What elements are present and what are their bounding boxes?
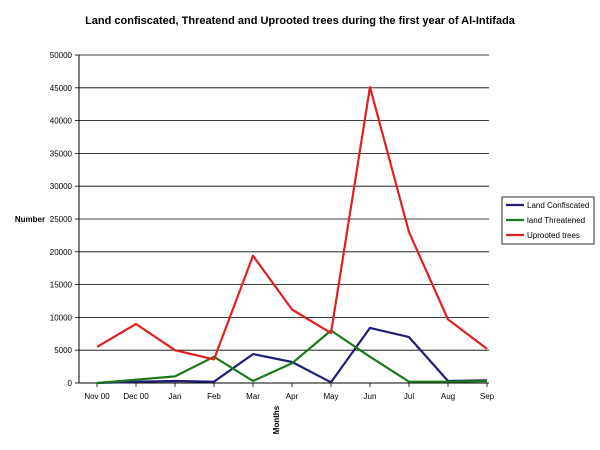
y-tick-label: 0 [68, 379, 73, 388]
x-tick-label: Nov 00 [84, 392, 110, 401]
x-tick-label: Dec 00 [123, 392, 149, 401]
y-tick-label: 25000 [50, 215, 73, 224]
y-tick-label: 5000 [54, 346, 72, 355]
y-tick-label: 20000 [50, 248, 73, 257]
x-tick-label: May [323, 392, 338, 401]
x-tick-label: Aug [441, 392, 455, 401]
x-axis-label: Months [272, 405, 281, 434]
y-tick-label: 45000 [50, 84, 73, 93]
legend-label: Uprooted trees [527, 231, 580, 240]
legend: Land Confiscated land Threatened Uprooted … [501, 196, 595, 245]
y-axis-label: Number [15, 215, 45, 224]
y-tick-label: 50000 [50, 51, 73, 60]
axes: 0 5000 10000 15000 20000 25000 30000 35000 40000… [50, 51, 495, 401]
y-tick-label: 40000 [50, 117, 73, 126]
x-tick-label: Sep [480, 392, 495, 401]
y-tick-label: 15000 [50, 281, 73, 290]
y-tick-label: 10000 [50, 313, 73, 322]
y-tick-label: 35000 [50, 149, 73, 158]
gridlines [79, 54, 489, 351]
chart-title: Land confiscated, Threatend and Uprooted… [85, 15, 516, 27]
x-tick-label: Jun [364, 392, 377, 401]
x-tick-label: Feb [207, 392, 221, 401]
y-tick-label: 30000 [50, 182, 73, 191]
series-line-3 [96, 85, 488, 361]
x-tick-label: Mar [246, 392, 260, 401]
x-tick-label: Jan [169, 392, 182, 401]
legend-label: land Threatened [527, 216, 585, 225]
x-tick-label: Jul [404, 392, 414, 401]
series-line-2 [96, 329, 488, 385]
x-tick-label: Apr [286, 392, 299, 401]
series-lines [96, 85, 488, 385]
legend-label: Land Confiscated [527, 201, 589, 210]
